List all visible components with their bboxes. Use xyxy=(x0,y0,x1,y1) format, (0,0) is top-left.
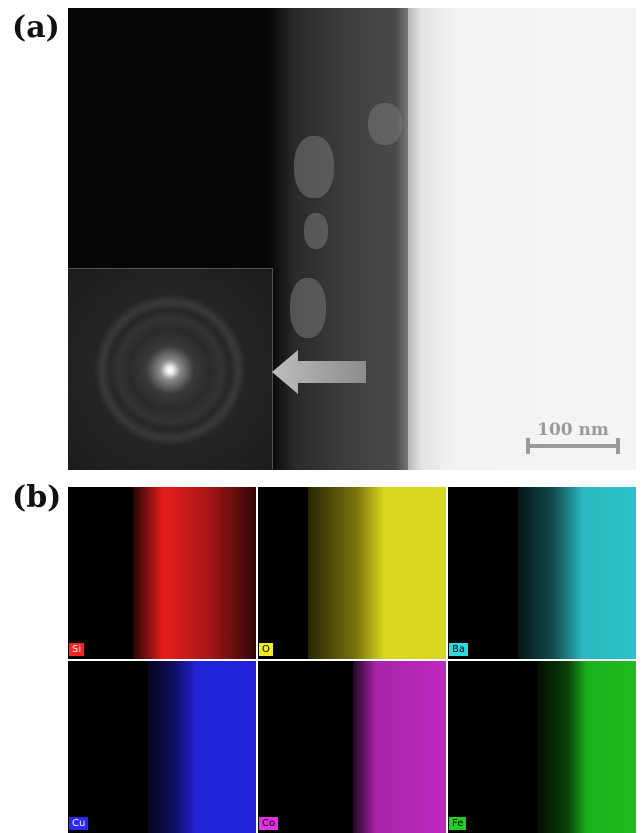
eds-map-fe: Fe xyxy=(448,661,636,833)
scale-bar-tick xyxy=(526,438,530,454)
scale-bar: 100 nm xyxy=(526,420,620,456)
grain xyxy=(294,136,334,198)
element-tag-cu: Cu xyxy=(68,816,90,831)
eds-signal xyxy=(538,661,636,833)
eds-map-o: O xyxy=(258,487,446,659)
eds-signal xyxy=(518,487,636,659)
scale-bar-tick xyxy=(616,438,620,454)
substrate-region xyxy=(408,8,636,470)
eds-map-co: Co xyxy=(258,661,446,833)
eds-map-si: Si xyxy=(68,487,256,659)
eds-signal xyxy=(148,661,256,833)
eds-signal xyxy=(353,661,446,833)
diffraction-pattern-inset xyxy=(68,268,273,470)
eds-signal xyxy=(308,487,446,659)
scale-bar-line xyxy=(526,444,620,448)
coating-layer xyxy=(268,8,418,470)
element-tag-ba: Ba xyxy=(448,642,469,657)
panel-a-label: (a) xyxy=(12,10,60,45)
element-tag-fe: Fe xyxy=(448,816,468,831)
element-tag-o: O xyxy=(258,642,274,657)
element-tag-co: Co xyxy=(258,816,280,831)
element-tag-si: Si xyxy=(68,642,86,657)
eds-signal xyxy=(133,487,256,659)
arrow-left-icon xyxy=(272,350,366,394)
eds-map-cu: Cu xyxy=(68,661,256,833)
scale-bar-label: 100 nm xyxy=(537,420,609,440)
panel-b-label: (b) xyxy=(12,480,62,515)
grain xyxy=(290,278,326,338)
grain xyxy=(304,213,328,249)
eds-map-ba: Ba xyxy=(448,487,636,659)
eds-maps-grid: Si O Ba Cu Co Fe xyxy=(68,487,636,833)
grain xyxy=(368,103,402,145)
tem-micrograph: 100 nm xyxy=(68,8,636,470)
